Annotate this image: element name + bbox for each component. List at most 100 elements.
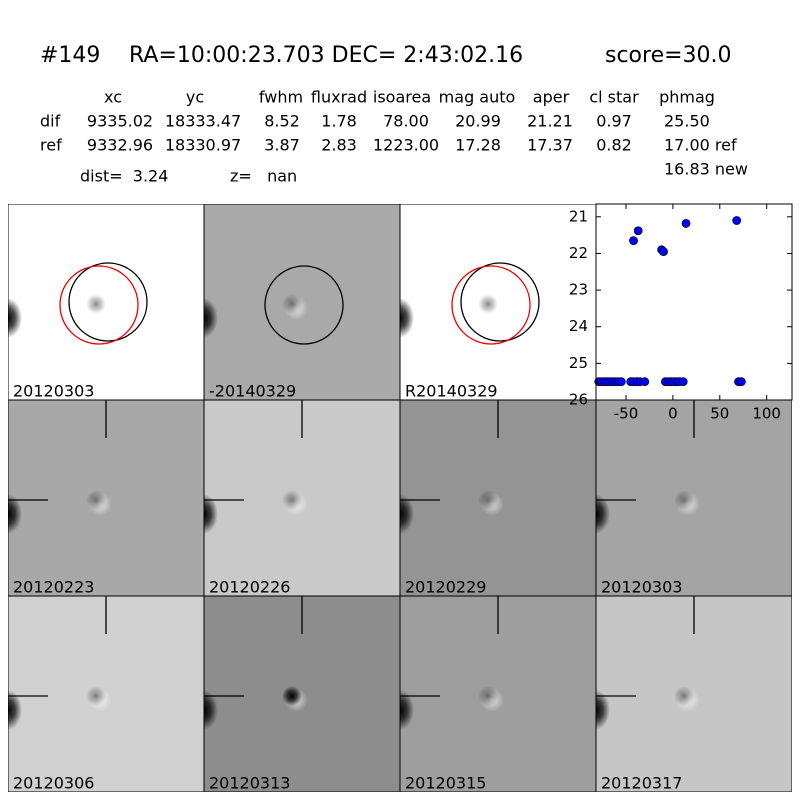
target [478, 686, 498, 706]
aperture-circle [460, 262, 540, 342]
y-tick-label: 24 [569, 317, 588, 335]
plot-background [596, 204, 792, 400]
x-tick-label: -50 [614, 405, 639, 423]
stamp-label: 20120317 [601, 774, 682, 793]
bright-source [8, 494, 22, 534]
x-tick-label: 0 [668, 405, 678, 423]
image-stamp [596, 400, 792, 596]
column-header: isoarea [373, 88, 431, 107]
aperture-circle [68, 262, 148, 342]
y-tick-label: 26 [569, 391, 588, 409]
data-point [678, 377, 688, 387]
data-point [633, 226, 643, 236]
table-cell: 0.82 [596, 136, 632, 155]
table-cell: 18333.47 [165, 112, 241, 131]
y-tick-label: 21 [569, 207, 588, 225]
target [282, 294, 302, 314]
coordinates: RA=10:00:23.703 DEC= 2:43:02.16 [129, 43, 523, 68]
plot-frame [595, 203, 793, 401]
column-header: fluxrad [311, 88, 367, 107]
aperture-circle-red [451, 265, 531, 345]
table-cell: 25.50 [664, 112, 710, 131]
aperture-circle [264, 265, 344, 345]
target [674, 686, 694, 706]
bright-source [400, 298, 414, 338]
y-tick-label: 23 [569, 281, 588, 299]
stamp-label: R20140329 [405, 382, 498, 401]
table-cell: 17.00 ref [664, 136, 737, 155]
bright-source [204, 494, 218, 534]
y-tick-label: 22 [569, 244, 588, 262]
image-stamp [8, 596, 204, 792]
data-point [659, 247, 668, 257]
image-stamp [400, 400, 596, 596]
target [478, 294, 498, 314]
column-header: fwhm [259, 88, 303, 107]
stamp-label: -20140329 [209, 382, 296, 401]
y-tick-label: 25 [569, 354, 588, 372]
row-label: ref [40, 136, 62, 155]
column-header: xc [104, 88, 122, 107]
stamp-label: 20120306 [13, 774, 94, 793]
table-cell: 17.28 [455, 136, 501, 155]
aperture-circle-red [59, 265, 139, 345]
table-cell: 1223.00 [373, 136, 439, 155]
image-stamp [204, 400, 400, 596]
target [86, 294, 106, 314]
bright-source [596, 690, 610, 730]
x-tick-label: 50 [710, 405, 729, 423]
bright-source [204, 298, 218, 338]
bright-source [596, 494, 610, 534]
target [86, 686, 106, 706]
table-cell: 9335.02 [87, 112, 153, 131]
table-cell: 9332.96 [87, 136, 153, 155]
image-stamp [596, 596, 792, 792]
stamp-label: 20120303 [601, 578, 682, 597]
table-note: 16.83 new [664, 160, 748, 179]
table-cell: 78.00 [383, 112, 429, 131]
data-point [616, 377, 626, 387]
table-cell: 1.78 [321, 112, 357, 131]
bright-source [400, 494, 414, 534]
image-stamp [8, 204, 204, 400]
table-cell: 17.37 [527, 136, 573, 155]
data-point [629, 236, 638, 246]
target [86, 490, 106, 510]
image-stamp [204, 596, 400, 792]
bright-source [204, 690, 218, 730]
table-cell: 21.21 [527, 112, 573, 131]
bright-source [8, 298, 22, 338]
stamp-label: 20120315 [405, 774, 486, 793]
data-point [732, 216, 742, 225]
stamp-label: 20120313 [209, 774, 290, 793]
image-stamp [400, 596, 596, 792]
distance: dist= 3.24 [80, 167, 168, 186]
target [282, 686, 302, 706]
table-cell: 3.87 [264, 136, 300, 155]
stamp-label: 20120229 [405, 578, 486, 597]
stamp-label: 20120303 [13, 382, 94, 401]
object-id: #149 [40, 43, 100, 68]
image-stamp [8, 400, 204, 596]
column-header: mag auto [439, 88, 516, 107]
column-header: aper [533, 88, 570, 107]
stamp-label: 20120226 [209, 578, 290, 597]
x-tick-label: 100 [752, 405, 781, 423]
column-header: yc [186, 88, 204, 107]
data-point [640, 377, 650, 387]
redshift: z= nan [230, 167, 297, 186]
column-header: phmag [659, 88, 715, 107]
panels: 20120303 -20140329 R20140329 20120223 201202… [8, 204, 792, 793]
column-header: cl star [589, 88, 639, 107]
table-cell: 0.97 [596, 112, 632, 131]
image-stamp [400, 204, 596, 400]
table-cell: 8.52 [264, 112, 300, 131]
target [478, 490, 498, 510]
table-cell: 20.99 [455, 112, 501, 131]
stamp-label: 20120223 [13, 578, 94, 597]
target [674, 490, 694, 510]
row-label: dif [40, 112, 61, 131]
score: score=30.0 [605, 43, 732, 68]
bright-source [400, 690, 414, 730]
table-cell: 2.83 [321, 136, 357, 155]
